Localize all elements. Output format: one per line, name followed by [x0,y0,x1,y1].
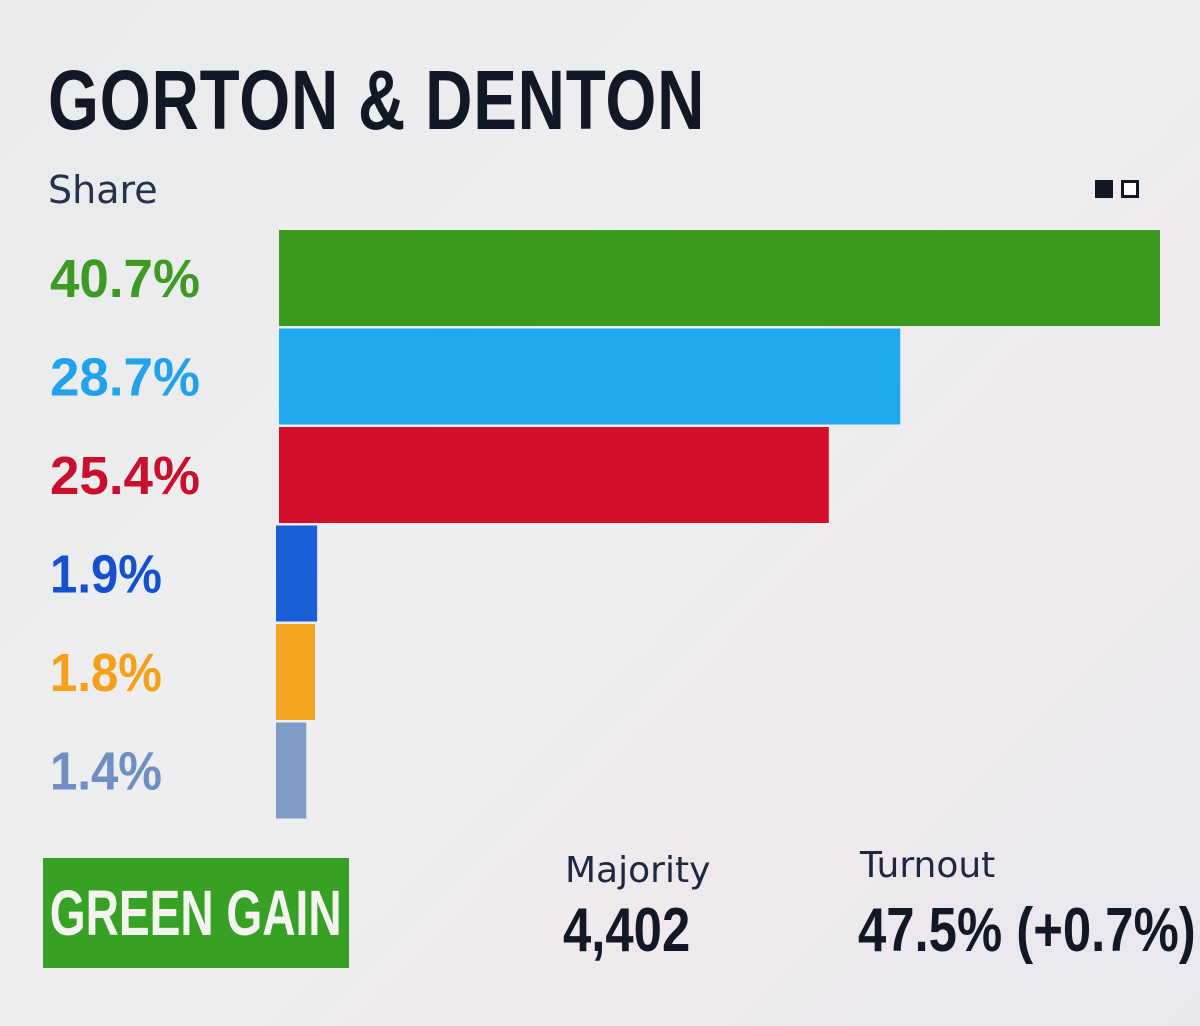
page-title: GORTON & DENTON [48,53,706,147]
bar-4 [276,525,318,622]
majority-label: Majority [565,850,711,891]
bar-label-2: 28.7% [50,348,200,408]
bar-label-5: 1.8% [50,643,162,703]
result-badge-label: GREEN GAIN [50,877,342,949]
page-indicator [1095,180,1139,198]
page-dot-active [1095,180,1113,198]
majority-value: 4,402 [563,896,691,965]
bar-label-3: 25.4% [50,446,200,506]
bar-label-6: 1.4% [50,742,162,802]
bar-label-4: 1.9% [50,545,162,605]
turnout-value: 47.5% (+0.7%) [858,896,1196,965]
result-badge: GREEN GAIN [43,858,349,968]
bar-3 [279,427,829,523]
bar-1 [279,230,1160,326]
bar-label-1: 40.7% [50,249,200,309]
bar-5 [276,624,315,720]
page-dot-inactive [1121,180,1139,198]
bar-2 [279,328,901,425]
turnout-label: Turnout [860,845,996,886]
bar-6 [276,722,307,819]
chart-subtitle: Share [48,168,158,212]
